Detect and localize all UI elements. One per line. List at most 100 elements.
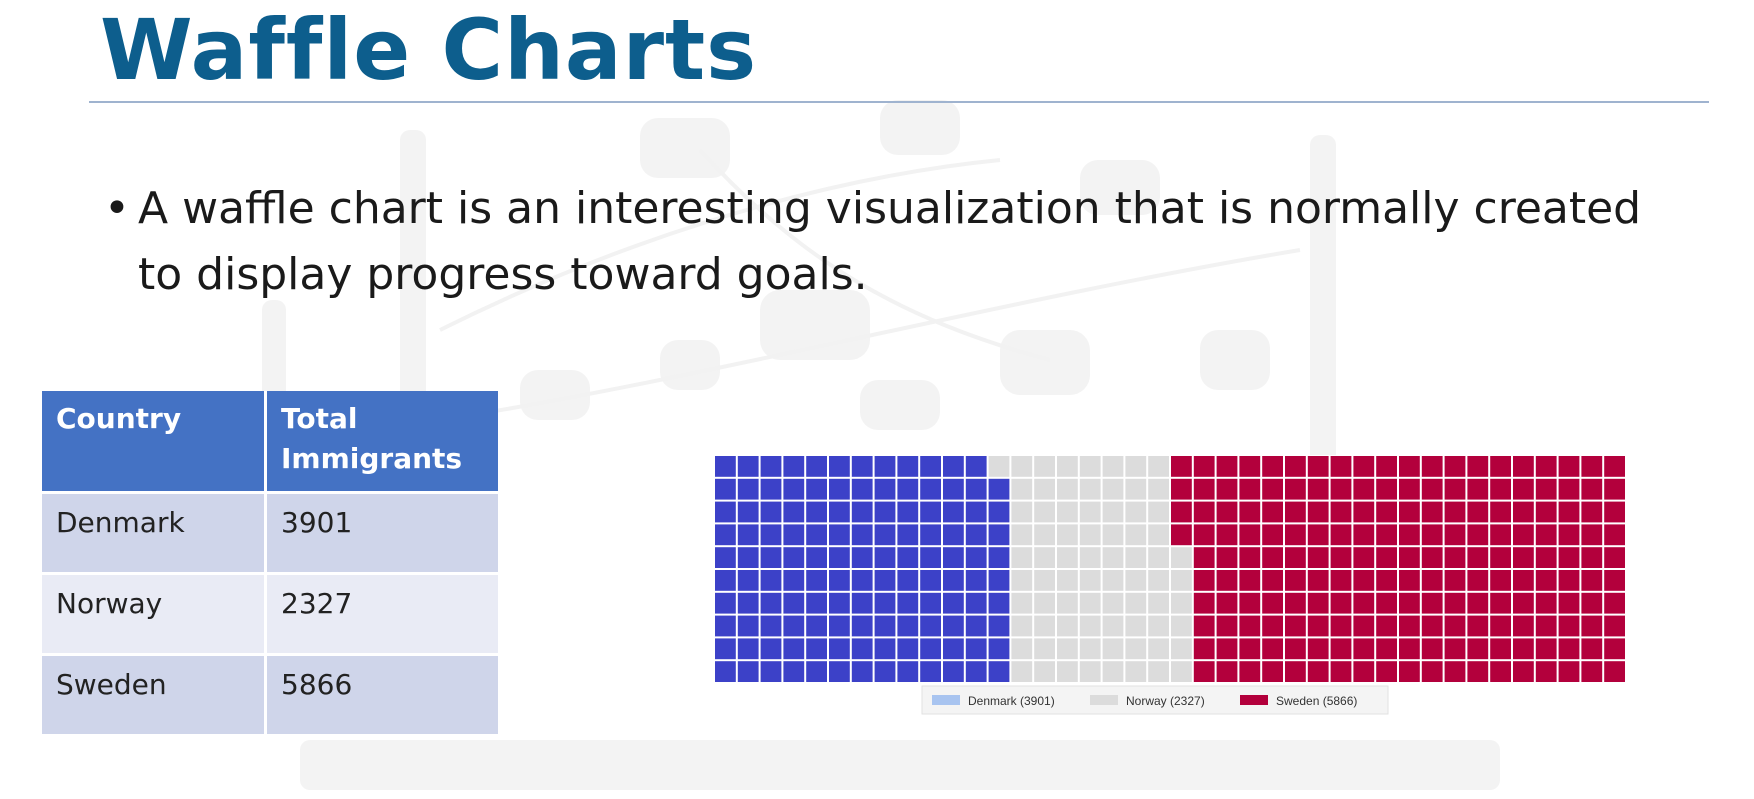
waffle-tile-sweden: [1262, 524, 1283, 546]
waffle-tile-denmark: [851, 524, 873, 546]
waffle-tile-denmark: [965, 547, 987, 568]
waffle-tile-sweden: [1376, 638, 1397, 660]
waffle-tile-norway: [1125, 592, 1147, 614]
waffle-tile-sweden: [1330, 570, 1352, 591]
waffle-tile-denmark: [874, 615, 896, 637]
waffle-tile-sweden: [1353, 478, 1375, 500]
waffle-tile-norway: [1079, 661, 1101, 682]
waffle-tile-sweden: [1490, 661, 1511, 682]
waffle-tile-sweden: [1307, 478, 1329, 500]
waffle-tile-sweden: [1535, 547, 1557, 568]
waffle-tile-denmark: [737, 615, 759, 637]
waffle-tile-norway: [1125, 615, 1147, 637]
waffle-tile-denmark: [965, 501, 987, 523]
waffle-tile-sweden: [1581, 478, 1603, 500]
waffle-tile-sweden: [1513, 547, 1534, 568]
waffle-tile-sweden: [1399, 478, 1420, 500]
waffle-tile-norway: [1034, 592, 1055, 614]
waffle-tile-norway: [1125, 661, 1147, 682]
waffle-tile-norway: [1057, 456, 1078, 477]
waffle-tile-norway: [1102, 570, 1124, 591]
waffle-tile-denmark: [829, 570, 850, 591]
waffle-tile-norway: [1057, 478, 1078, 500]
waffle-tile-sweden: [1171, 478, 1192, 500]
waffle-tile-sweden: [1330, 592, 1352, 614]
waffle-tile-denmark: [806, 638, 827, 660]
waffle-tile-denmark: [783, 661, 805, 682]
waffle-tile-denmark: [920, 456, 941, 477]
waffle-tile-denmark: [943, 570, 964, 591]
waffle-tile-sweden: [1444, 661, 1466, 682]
waffle-tile-denmark: [829, 638, 850, 660]
waffle-tile-denmark: [760, 501, 782, 523]
waffle-tile-sweden: [1353, 547, 1375, 568]
waffle-tile-denmark: [829, 592, 850, 614]
waffle-tile-denmark: [715, 456, 736, 477]
waffle-tile-sweden: [1535, 524, 1557, 546]
waffle-tile-sweden: [1421, 456, 1443, 477]
waffle-tile-denmark: [737, 661, 759, 682]
waffle-tile-sweden: [1604, 456, 1625, 477]
waffle-tile-sweden: [1285, 547, 1306, 568]
waffle-tile-norway: [1148, 661, 1169, 682]
waffle-tile-denmark: [897, 570, 919, 591]
waffle-tile-sweden: [1239, 547, 1261, 568]
waffle-tile-sweden: [1193, 547, 1215, 568]
waffle-tile-sweden: [1444, 524, 1466, 546]
waffle-tile-sweden: [1216, 570, 1238, 591]
waffle-tile-denmark: [715, 592, 736, 614]
waffle-tile-sweden: [1467, 524, 1489, 546]
waffle-tile-denmark: [806, 615, 827, 637]
waffle-tile-sweden: [1490, 592, 1511, 614]
waffle-tile-denmark: [874, 501, 896, 523]
waffle-tile-sweden: [1216, 615, 1238, 637]
waffle-tile-sweden: [1216, 661, 1238, 682]
title-divider: [89, 101, 1709, 103]
waffle-tile-sweden: [1604, 638, 1625, 660]
waffle-tile-sweden: [1330, 478, 1352, 500]
waffle-tile-norway: [1057, 570, 1078, 591]
waffle-tile-denmark: [897, 638, 919, 660]
waffle-tile-norway: [1011, 615, 1033, 637]
waffle-tile-sweden: [1490, 478, 1511, 500]
waffle-tile-denmark: [920, 661, 941, 682]
waffle-tile-denmark: [897, 547, 919, 568]
waffle-tile-sweden: [1558, 478, 1580, 500]
waffle-tile-sweden: [1513, 456, 1534, 477]
waffle-tile-sweden: [1239, 661, 1261, 682]
waffle-tile-sweden: [1307, 456, 1329, 477]
waffle-tile-denmark: [874, 592, 896, 614]
waffle-tile-denmark: [806, 478, 827, 500]
legend-label-norway: Norway (2327): [1126, 694, 1205, 708]
waffle-tile-sweden: [1421, 592, 1443, 614]
waffle-tile-denmark: [965, 661, 987, 682]
waffle-tile-norway: [1125, 456, 1147, 477]
waffle-tile-norway: [1148, 501, 1169, 523]
waffle-tile-denmark: [943, 501, 964, 523]
waffle-tile-denmark: [760, 478, 782, 500]
waffle-tile-sweden: [1399, 592, 1420, 614]
waffle-tile-denmark: [851, 570, 873, 591]
waffle-tile-norway: [1011, 456, 1033, 477]
waffle-tile-sweden: [1558, 638, 1580, 660]
table-cell-total: 5866: [267, 656, 498, 737]
waffle-chart: Denmark (3901) Norway (2327) Sweden (5866): [714, 455, 1627, 715]
immigrants-table: Country Total Immigrants Denmark 3901 No…: [42, 391, 498, 737]
chart-legend: Denmark (3901) Norway (2327) Sweden (5866): [921, 685, 1389, 715]
waffle-tile-denmark: [965, 524, 987, 546]
waffle-tile-sweden: [1581, 456, 1603, 477]
waffle-tile-norway: [1011, 661, 1033, 682]
waffle-tile-denmark: [737, 456, 759, 477]
waffle-tile-denmark: [897, 456, 919, 477]
waffle-tile-norway: [1102, 501, 1124, 523]
table-cell-total: 3901: [267, 494, 498, 575]
waffle-tile-norway: [1102, 524, 1124, 546]
waffle-tile-sweden: [1535, 661, 1557, 682]
waffle-tile-sweden: [1239, 524, 1261, 546]
waffle-tile-sweden: [1239, 456, 1261, 477]
waffle-tile-denmark: [920, 501, 941, 523]
waffle-tile-sweden: [1307, 570, 1329, 591]
table-cell-country: Norway: [42, 575, 267, 656]
waffle-tile-sweden: [1467, 456, 1489, 477]
